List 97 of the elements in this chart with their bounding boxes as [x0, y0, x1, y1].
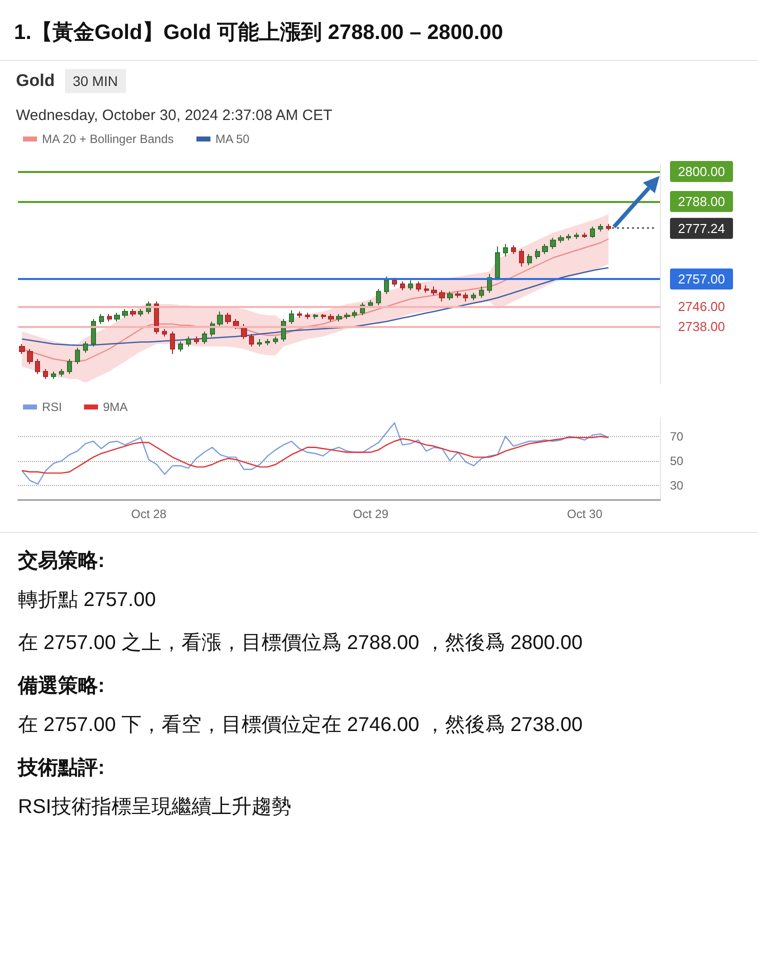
legend-label: MA 20 + Bollinger Bands — [42, 132, 174, 146]
candlestick — [130, 308, 136, 317]
candlestick — [400, 281, 405, 291]
candlestick — [598, 224, 603, 232]
candlestick — [27, 348, 33, 364]
candlestick — [392, 277, 397, 287]
candlestick — [535, 248, 540, 260]
candlestick — [107, 314, 112, 322]
candlestick — [83, 341, 88, 354]
candlestick — [566, 234, 571, 241]
legend-label: MA 50 — [215, 132, 250, 146]
x-tick-label: Oct 29 — [353, 507, 389, 521]
line-series — [21, 436, 610, 474]
y-tick-label: 70 — [670, 429, 684, 444]
y-tick-label: 30 — [670, 478, 684, 492]
candlestick — [424, 284, 429, 294]
candlestick — [376, 288, 381, 306]
text: 在 2757.00 下，看空，目標價位定在 2746.00 ，然後爲 2738.00 — [18, 713, 584, 738]
candlestick — [19, 344, 25, 354]
candlestick — [336, 314, 342, 322]
candlestick — [75, 347, 80, 364]
candlestick — [186, 336, 191, 347]
candlestick — [35, 358, 40, 374]
candlestick — [503, 244, 508, 257]
text: 備選策略: — [18, 674, 106, 699]
candlestick — [99, 314, 104, 324]
y-tick-label: 2746.00 — [678, 299, 725, 314]
text: Gold — [16, 71, 55, 91]
candlestick — [344, 312, 350, 320]
candlestick — [257, 338, 262, 347]
candlestick — [217, 311, 223, 327]
x-tick-label: Oct 30 — [567, 507, 603, 521]
candlestick — [606, 224, 611, 231]
candlestick — [550, 237, 556, 250]
candlestick — [297, 311, 302, 318]
candlestick — [170, 331, 175, 354]
candlestick — [495, 246, 500, 281]
chart-subtitle: Wednesday, October 30, 2024 2:37:08 AM CET — [16, 107, 334, 124]
candlestick — [431, 286, 437, 296]
text: 30 MIN — [64, 69, 126, 93]
candlestick — [582, 232, 587, 238]
candlestick — [455, 291, 461, 298]
candlestick — [122, 308, 128, 318]
x-tick-label: Oct 28 — [131, 507, 167, 521]
line-series — [21, 422, 610, 485]
candlestick — [305, 312, 310, 320]
candlestick — [225, 312, 231, 324]
candlestick — [479, 286, 484, 298]
candlestick — [51, 371, 56, 380]
candlestick — [527, 254, 532, 266]
candlestick — [542, 244, 548, 254]
candlestick — [574, 232, 579, 240]
candlestick — [471, 292, 476, 301]
candlestick — [265, 338, 270, 346]
candlestick — [558, 234, 564, 244]
candlestick — [368, 300, 373, 308]
candlestick — [328, 314, 334, 322]
text: 轉折點 2757.00 — [18, 588, 157, 613]
legend-label: 9MA — [103, 400, 128, 414]
candlestick — [194, 336, 199, 344]
y-tick-label: 2800.00 — [678, 164, 725, 179]
candlestick — [43, 368, 48, 380]
y-tick-label: 2788.00 — [678, 194, 725, 209]
candlestick — [439, 290, 445, 302]
candlestick — [408, 280, 413, 291]
candlestick — [67, 358, 72, 374]
text: RSI技術指標呈現繼續上升趨勢 — [18, 795, 292, 820]
candlestick — [91, 318, 96, 347]
text: 技術點評: — [18, 756, 106, 781]
candlestick — [59, 368, 64, 377]
candlestick — [447, 291, 453, 301]
y-tick-label: 2738.00 — [678, 319, 725, 334]
legend-label: RSI — [42, 400, 62, 414]
candlestick — [178, 341, 183, 352]
candlestick — [511, 244, 516, 254]
candlestick — [114, 312, 120, 322]
text: 在 2757.00 之上，看漲，目標價位爲 2788.00 ，然後爲 2800.00 — [18, 631, 584, 656]
candlestick — [313, 314, 318, 320]
candlestick — [519, 248, 524, 267]
y-tick-label: 2777.24 — [678, 220, 725, 236]
candlestick — [289, 310, 294, 324]
line-series — [21, 267, 610, 346]
y-tick-label: 50 — [670, 454, 684, 468]
candlestick — [590, 226, 595, 238]
candlestick — [416, 281, 421, 292]
candlestick — [273, 336, 278, 344]
text: 交易策略: — [18, 548, 106, 574]
y-tick-label: 2757.00 — [678, 272, 725, 286]
candlestick — [138, 308, 143, 317]
candlestick — [249, 334, 254, 347]
chart-title: 1.【黃金Gold】Gold 可能上漲到 2788.00 – 2800.00 — [13, 20, 504, 46]
candlestick — [162, 328, 167, 337]
candlestick — [352, 310, 357, 318]
candlestick — [463, 292, 468, 302]
candlestick — [202, 331, 207, 344]
candlestick — [384, 276, 389, 294]
candlestick — [321, 314, 326, 320]
